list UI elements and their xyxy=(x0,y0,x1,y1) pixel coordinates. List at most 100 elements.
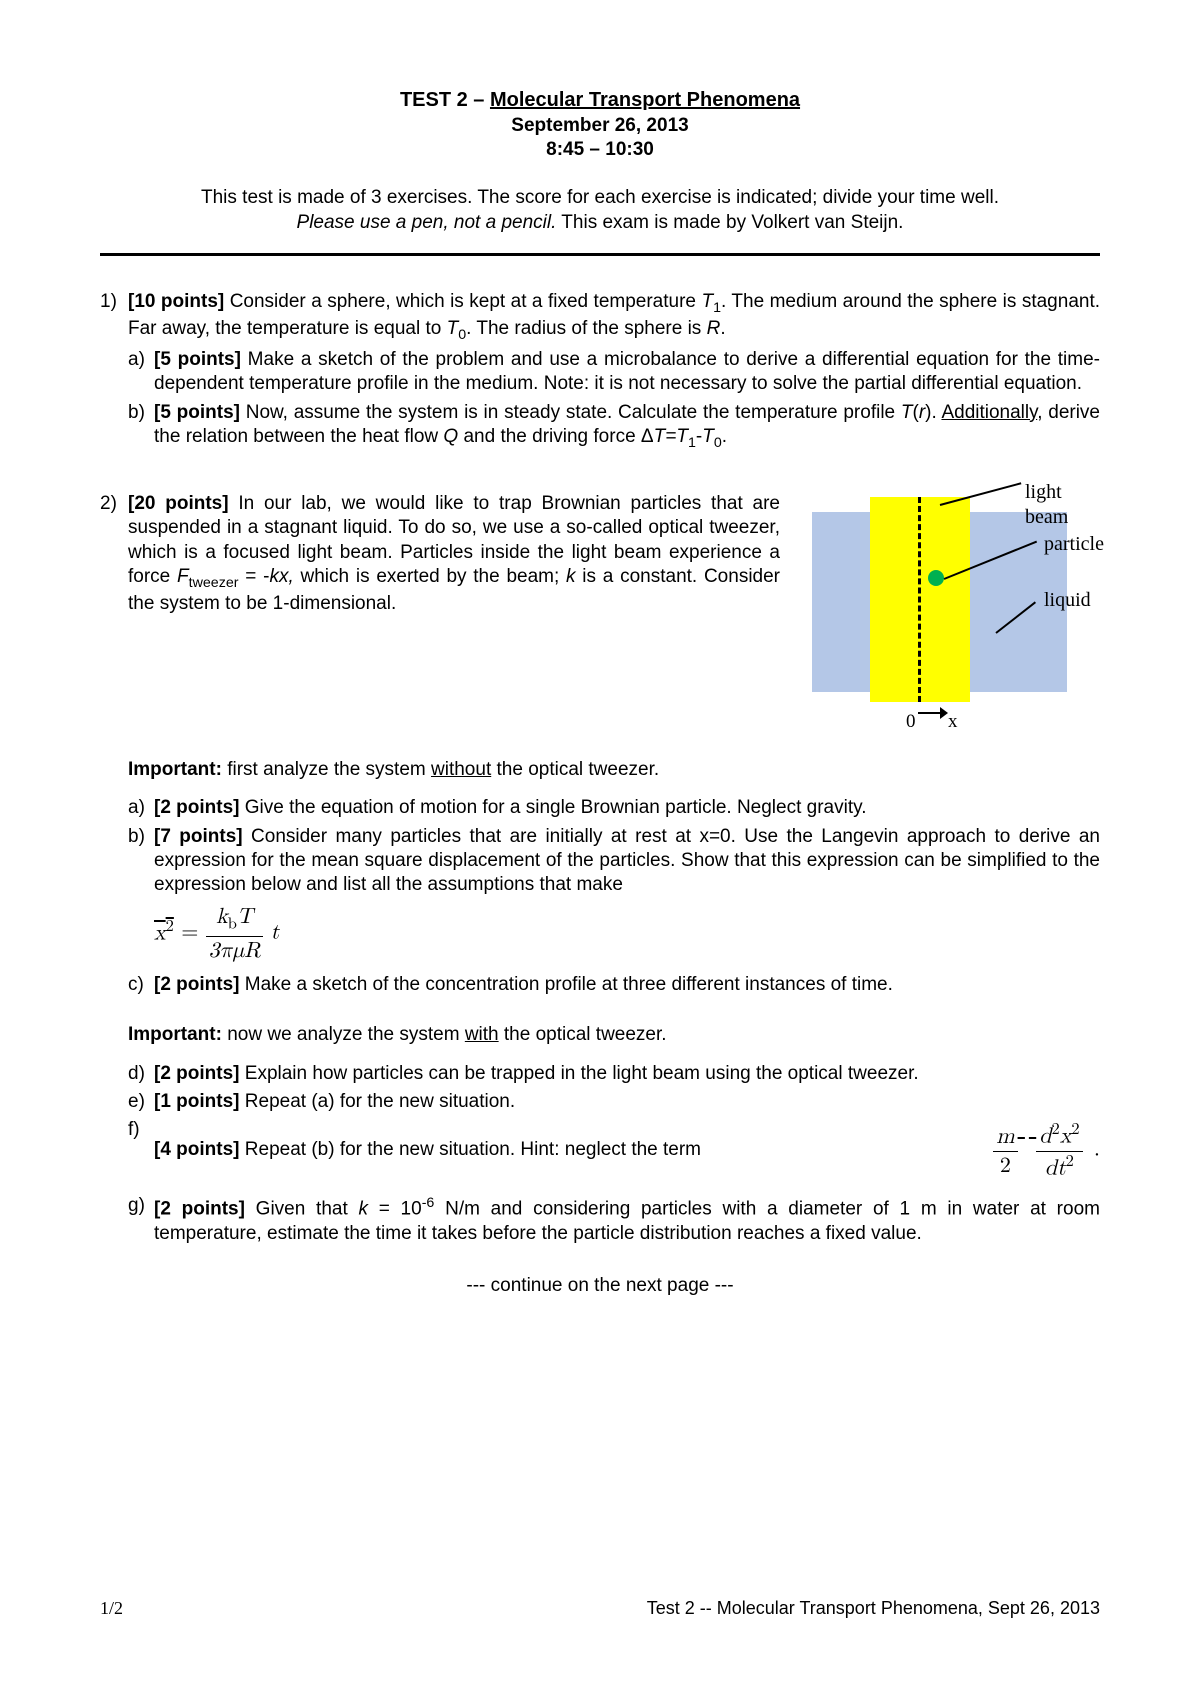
q2-text-c: which is exerted by the beam; xyxy=(294,566,566,587)
q2c-points: [2 points] xyxy=(154,974,240,995)
title-prefix: TEST 2 – xyxy=(400,89,490,111)
q2f-text: Repeat (b) for the new situation. Hint: … xyxy=(240,1139,702,1160)
eq1-num: kbT xyxy=(206,903,264,937)
q1b-mid2: and the driving force Δ xyxy=(458,426,653,447)
q2g-points: [2 points] xyxy=(154,1199,245,1220)
q2a-points: [2 points] xyxy=(154,797,240,818)
diagram-particle xyxy=(928,570,944,586)
q2d: d) [2 points] Explain how particles can … xyxy=(128,1062,1100,1086)
eq-hint-num2: d2x2 xyxy=(1036,1120,1082,1151)
intro-tail: This exam is made by Volkert van Steijn. xyxy=(556,212,903,233)
q1a-points: [5 points] xyxy=(154,349,241,370)
important-2-label: Important: xyxy=(128,1024,222,1045)
important-2-tail: the optical tweezer. xyxy=(499,1024,667,1045)
eq1-x: x xyxy=(154,922,166,944)
q2d-text: Explain how particles can be trapped in … xyxy=(240,1063,919,1084)
label-light-beam: light beam xyxy=(1025,480,1100,531)
q2d-points: [2 points] xyxy=(154,1063,240,1084)
q2-F: F xyxy=(177,566,189,587)
important-1-rest: first analyze the system xyxy=(222,759,431,780)
eq1-b: b xyxy=(228,917,237,933)
footer-title: Test 2 -- Molecular Transport Phenomena,… xyxy=(647,1597,1100,1620)
q2f-body: [4 points] Repeat (b) for the new situat… xyxy=(154,1118,1100,1182)
q1-T1-sub: 1 xyxy=(713,300,721,316)
hint-dt: dt xyxy=(1045,1157,1066,1179)
important-2-rest: now we analyze the system xyxy=(222,1024,465,1045)
q2b-body: [7 points] Consider many particles that … xyxy=(154,825,1100,970)
eq1-equals: = xyxy=(181,922,205,944)
eq1-frac: kbT 3πμR xyxy=(206,903,264,965)
q1a: a) [5 points] Make a sketch of the probl… xyxy=(128,348,1100,397)
important-2: Important: now we analyze the system wit… xyxy=(100,1023,1100,1047)
intro: This test is made of 3 exercises. The sc… xyxy=(100,186,1100,235)
hint-dt-exp: 2 xyxy=(1066,1154,1074,1170)
q2c-body: [2 points] Make a sketch of the concentr… xyxy=(154,973,1100,997)
q2a-text: Give the equation of motion for a single… xyxy=(240,797,867,818)
question-1: 1) [10 points] Consider a sphere, which … xyxy=(100,290,1100,452)
diagram-x-arrow xyxy=(918,706,948,720)
q1b-label: b) xyxy=(128,401,154,452)
q2d-label: d) xyxy=(128,1062,154,1086)
q1-text-d: . xyxy=(720,318,725,339)
q2c-label: c) xyxy=(128,973,154,997)
q2f: f) [4 points] Repeat (b) for the new sit… xyxy=(128,1118,1100,1182)
q2c-text: Make a sketch of the concentration profi… xyxy=(240,974,893,995)
intro-italic: Please use a pen, not a pencil. xyxy=(297,212,557,233)
q1-R: R xyxy=(707,318,721,339)
leader-light xyxy=(940,482,1022,506)
label-particle: particle xyxy=(1044,532,1104,558)
q2a-body: [2 points] Give the equation of motion f… xyxy=(154,796,1100,820)
q1b-T: T xyxy=(901,402,913,423)
equation-1: x2 = kbT 3πμR t xyxy=(154,903,1100,965)
title-line: TEST 2 – Molecular Transport Phenomena xyxy=(100,88,1100,114)
intro-line1: This test is made of 3 exercises. The sc… xyxy=(100,186,1100,210)
important-1-tail: the optical tweezer. xyxy=(491,759,659,780)
q2-points: [20 points] xyxy=(128,493,229,514)
page: TEST 2 – Molecular Transport Phenomena S… xyxy=(0,0,1200,1698)
q2b-text: Consider many particles that are initial… xyxy=(154,826,1100,896)
q2d-body: [2 points] Explain how particles can be … xyxy=(154,1062,1100,1086)
q2g-k: k xyxy=(358,1199,368,1220)
important-2-underline: with xyxy=(465,1024,499,1045)
intro-line2: Please use a pen, not a pencil. This exa… xyxy=(100,211,1100,235)
q1a-text: Make a sketch of the problem and use a m… xyxy=(154,349,1100,394)
q2c: c) [2 points] Make a sketch of the conce… xyxy=(128,973,1100,997)
q1-text-a: Consider a sphere, which is kept at a fi… xyxy=(224,291,701,312)
header: TEST 2 – Molecular Transport Phenomena S… xyxy=(100,88,1100,162)
q2b-label: b) xyxy=(128,825,154,970)
q2b: b) [7 points] Consider many particles th… xyxy=(128,825,1100,970)
page-footer: 1/2 Test 2 -- Molecular Transport Phenom… xyxy=(100,1597,1100,1620)
q2e-text: Repeat (a) for the new situation. xyxy=(240,1091,516,1112)
q2e-label: e) xyxy=(128,1090,154,1114)
important-1-label: Important: xyxy=(128,759,222,780)
q2-body: [20 points] In our lab, we would like to… xyxy=(128,492,780,616)
q1b-paren-close: ). xyxy=(925,402,941,423)
q2-subquestions-2: d) [2 points] Explain how particles can … xyxy=(100,1062,1100,1247)
q2a: a) [2 points] Give the equation of motio… xyxy=(128,796,1100,820)
q1-T1: T xyxy=(701,291,713,312)
question-2-text: 2) [20 points] In our lab, we would like… xyxy=(100,492,780,732)
equation-hint: m 2 d2x2 dt2 . xyxy=(989,1118,1100,1182)
optical-tweezer-diagram: light beam particle liquid 0 x xyxy=(800,492,1100,732)
eq-hint-den2: dt2 xyxy=(1036,1152,1082,1182)
q1b-T0: T xyxy=(702,426,714,447)
hint-x: x xyxy=(1060,1126,1072,1148)
q1a-label: a) xyxy=(128,348,154,397)
q1-T0-sub: 0 xyxy=(458,327,466,343)
q1b-additionally: Additionally xyxy=(941,402,1037,423)
q1b-pre: Now, assume the system is in steady stat… xyxy=(240,402,901,423)
q1b-sub1: 1 xyxy=(688,435,696,451)
q2-kx: kx, xyxy=(269,566,293,587)
question-2-wrap: 2) [20 points] In our lab, we would like… xyxy=(100,492,1100,732)
eq1-T: T xyxy=(237,906,253,928)
hint-exp2: 2 xyxy=(1071,1122,1079,1138)
q1b-tail: . xyxy=(722,426,727,447)
eq1-t: t xyxy=(271,922,280,944)
q2-text-b: = - xyxy=(239,566,270,587)
q2-number: 2) xyxy=(100,492,128,616)
q1-body: [10 points] Consider a sphere, which is … xyxy=(128,290,1100,452)
q2g-label: g) xyxy=(128,1194,154,1246)
q2g: g) [2 points] Given that k = 10-6 N/m an… xyxy=(128,1194,1100,1246)
q1b-Q: Q xyxy=(443,426,458,447)
q1-T0: T xyxy=(447,318,459,339)
